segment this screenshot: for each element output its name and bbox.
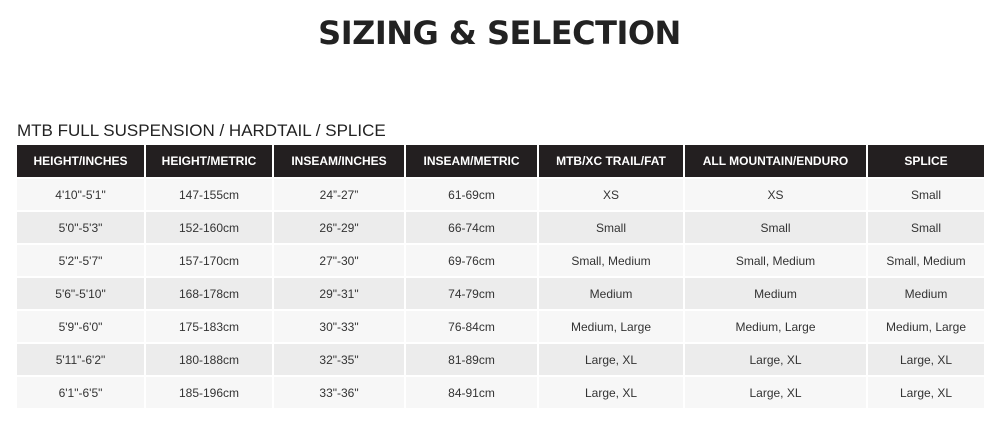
table-row: 5'2"-5'7" 157-170cm 27"-30" 69-76cm Small, M…	[17, 243, 984, 277]
column-header: HEIGHT/INCHES	[17, 145, 146, 178]
table-cell: XS	[684, 177, 868, 211]
table-cell: Medium, Large	[684, 309, 868, 343]
table-cell: Small, Medium	[684, 243, 868, 277]
table-cell: Medium	[538, 276, 685, 310]
sizing-table: HEIGHT/INCHES HEIGHT/METRIC INSEAM/INCHES I…	[17, 145, 984, 408]
table-cell: Small, Medium	[867, 243, 984, 277]
table-cell: XS	[538, 177, 685, 211]
column-header: INSEAM/INCHES	[273, 145, 406, 178]
table-cell: Large, XL	[538, 375, 685, 408]
table-row: 5'9"-6'0" 175-183cm 30"-33" 76-84cm Medium, …	[17, 309, 984, 343]
table-row: 6'1"-6'5" 185-196cm 33"-36" 84-91cm Large, X…	[17, 375, 984, 408]
table-cell: 5'9"-6'0"	[17, 309, 146, 343]
column-header: INSEAM/METRIC	[405, 145, 539, 178]
column-header: SPLICE	[867, 145, 984, 178]
table-cell: Small	[867, 177, 984, 211]
page-title: SIZING & SELECTION	[318, 14, 681, 52]
table-row: 5'0"-5'3" 152-160cm 26"-29" 66-74cm Small Sma…	[17, 210, 984, 244]
table-cell: Small, Medium	[538, 243, 685, 277]
table-cell: Medium	[684, 276, 868, 310]
table-cell: 4'10"-5'1"	[17, 177, 146, 211]
table-cell: 175-183cm	[145, 309, 274, 343]
column-header: HEIGHT/METRIC	[145, 145, 274, 178]
table-cell: 26"-29"	[273, 210, 406, 244]
table-cell: 152-160cm	[145, 210, 274, 244]
table-cell: 5'0"-5'3"	[17, 210, 146, 244]
table-cell: Large, XL	[684, 375, 868, 408]
table-cell: 81-89cm	[405, 342, 539, 376]
table-cell: 29"-31"	[273, 276, 406, 310]
table-cell: 147-155cm	[145, 177, 274, 211]
table-row: 5'11"-6'2" 180-188cm 32"-35" 81-89cm Large, …	[17, 342, 984, 376]
table-cell: Small	[538, 210, 685, 244]
table-cell: 66-74cm	[405, 210, 539, 244]
table-cell: 5'11"-6'2"	[17, 342, 146, 376]
table-cell: 61-69cm	[405, 177, 539, 211]
table-cell: Large, XL	[867, 375, 984, 408]
table-cell: 180-188cm	[145, 342, 274, 376]
table-cell: 157-170cm	[145, 243, 274, 277]
table-cell: Medium, Large	[867, 309, 984, 343]
table-cell: 33"-36"	[273, 375, 406, 408]
table-cell: 168-178cm	[145, 276, 274, 310]
table-cell: 84-91cm	[405, 375, 539, 408]
column-header: MTB/XC TRAIL/FAT	[538, 145, 685, 178]
table-cell: 5'2"-5'7"	[17, 243, 146, 277]
table-cell: 24”-27”	[273, 177, 406, 211]
table-cell: 30"-33"	[273, 309, 406, 343]
table-row: 4'10"-5'1" 147-155cm 24”-27” 61-69cm XS XS Sma…	[17, 177, 984, 211]
table-cell: Large, XL	[684, 342, 868, 376]
table-cell: Medium, Large	[538, 309, 685, 343]
table-row: 5'6"-5'10" 168-178cm 29"-31" 74-79cm Medium M…	[17, 276, 984, 310]
table-cell: 27"-30"	[273, 243, 406, 277]
table-cell: 32"-35"	[273, 342, 406, 376]
table-cell: 74-79cm	[405, 276, 539, 310]
table-caption: MTB FULL SUSPENSION / HARDTAIL / SPLICE	[17, 121, 386, 140]
table-cell: Small	[684, 210, 868, 244]
table-cell: Large, XL	[867, 342, 984, 376]
table-cell: Small	[867, 210, 984, 244]
table-cell: Large, XL	[538, 342, 685, 376]
table-cell: 69-76cm	[405, 243, 539, 277]
table-cell: 76-84cm	[405, 309, 539, 343]
table-cell: 185-196cm	[145, 375, 274, 408]
table-header-row: HEIGHT/INCHES HEIGHT/METRIC INSEAM/INCHES I…	[17, 145, 984, 178]
table-cell: 6'1"-6'5"	[17, 375, 146, 408]
column-header: ALL MOUNTAIN/ENDURO	[684, 145, 868, 178]
table-cell: 5'6"-5'10"	[17, 276, 146, 310]
table-cell: Medium	[867, 276, 984, 310]
